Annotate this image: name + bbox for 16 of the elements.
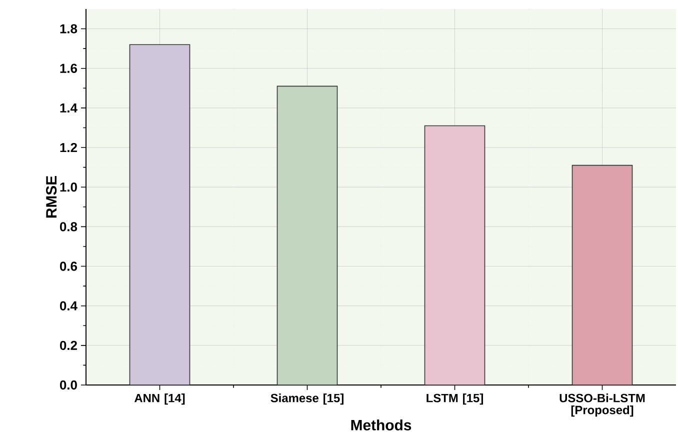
y-tick-label: 1.4 bbox=[60, 103, 78, 112]
y-tick-label: 0.0 bbox=[60, 380, 77, 390]
y-tick-label: 1.2 bbox=[60, 143, 77, 152]
x-tick-label: Siamese [15] bbox=[270, 394, 344, 405]
x-tick-label: ANN [14] bbox=[134, 394, 185, 405]
y-tick-label: 1.6 bbox=[60, 64, 78, 73]
y-tick-label: 1.0 bbox=[60, 182, 77, 192]
y-tick-label: 0.8 bbox=[60, 222, 78, 232]
y-axis-title: RMSE bbox=[46, 176, 57, 218]
x-tick-label: USSO-Bi-LSTM [Proposed] bbox=[560, 394, 645, 417]
y-tick-label: 1.8 bbox=[60, 24, 78, 34]
y-tick-label: 0.2 bbox=[60, 340, 77, 350]
y-tick-label: 0.6 bbox=[60, 262, 78, 271]
x-tick-label: LSTM [15] bbox=[426, 394, 483, 405]
y-tick-label: 0.4 bbox=[60, 301, 78, 310]
x-axis-title: Methods bbox=[351, 419, 412, 430]
